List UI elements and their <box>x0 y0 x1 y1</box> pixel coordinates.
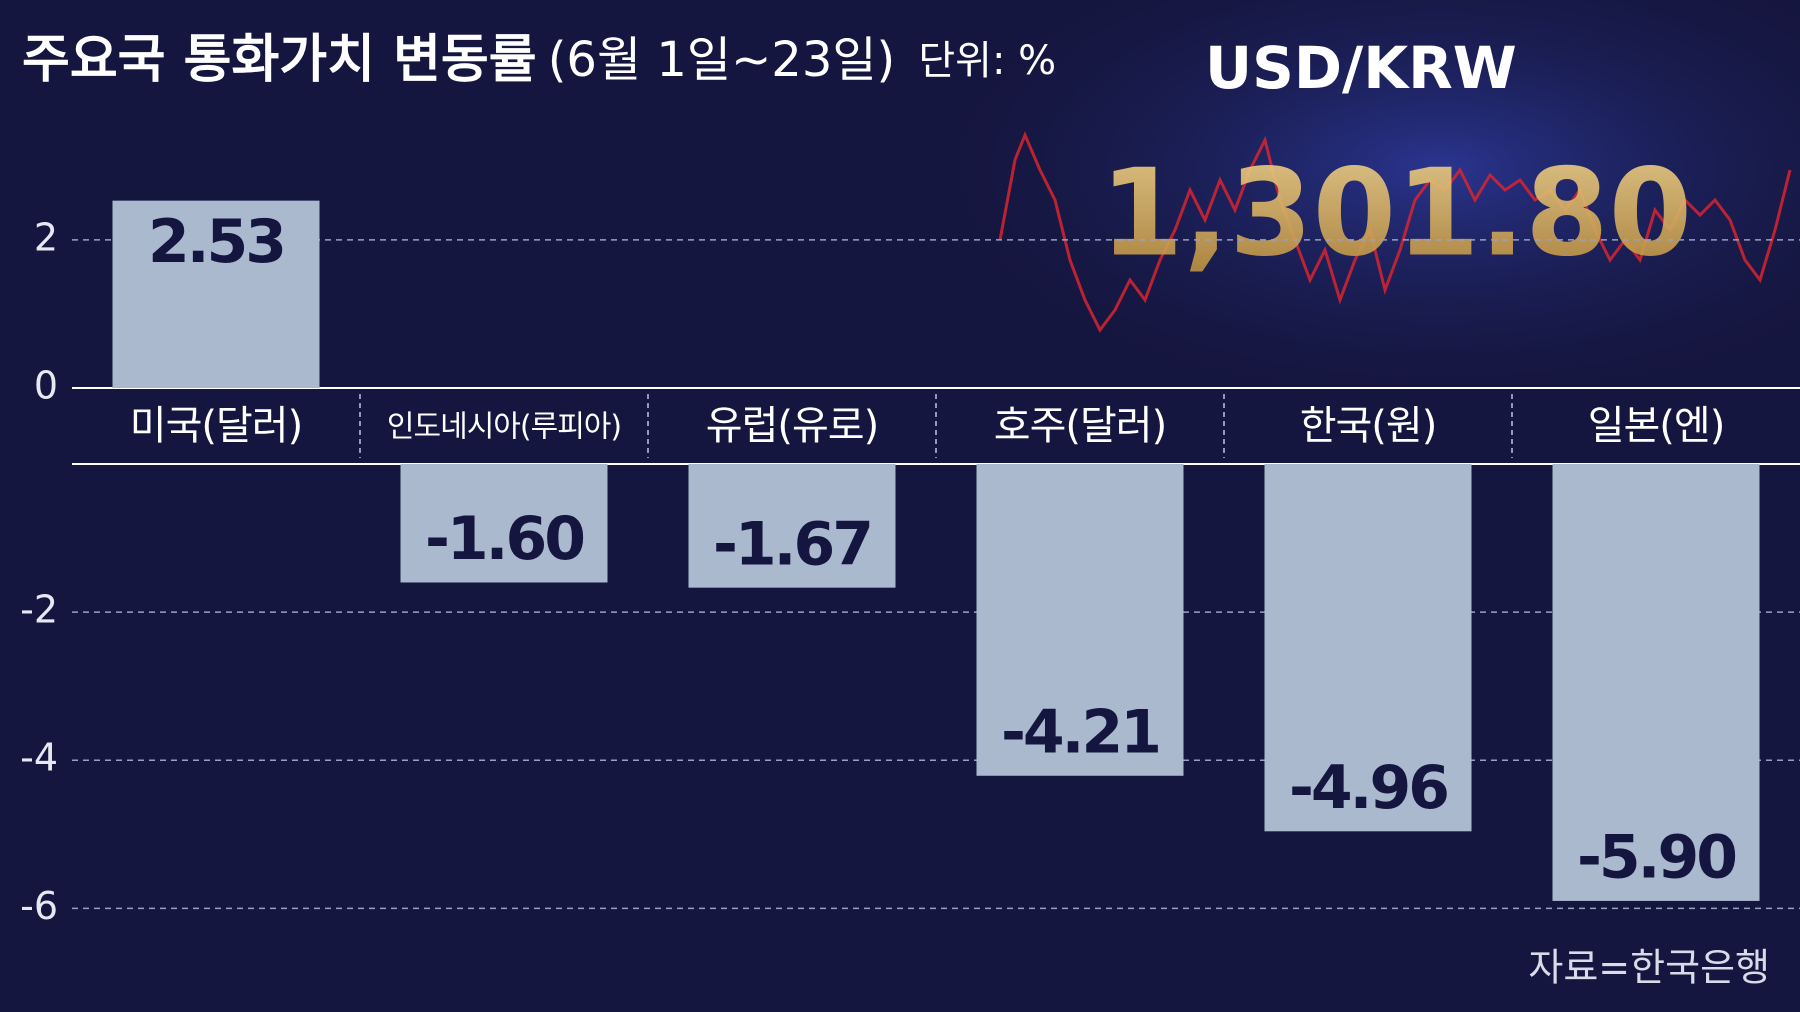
background-rate: 1,301.80 <box>1100 145 1692 284</box>
value-label: -4.96 <box>1289 753 1447 823</box>
background-glow <box>900 0 1800 420</box>
value-label: -5.90 <box>1577 823 1735 893</box>
y-tick-label: -2 <box>20 588 58 632</box>
unit-label: 단위: % <box>918 38 1056 84</box>
chart-title-group: 주요국 통화가치 변동률 (6월 1일~23일) 단위: % <box>22 30 1056 90</box>
chart-title: 주요국 통화가치 변동률 <box>22 30 537 90</box>
bar <box>1264 464 1472 832</box>
background-label: USD/KRW <box>1205 34 1517 102</box>
y-tick-label: -4 <box>20 736 58 780</box>
bar <box>1552 464 1760 901</box>
y-tick-label: 2 <box>34 215 58 259</box>
x-tick-label: 호주(달러) <box>994 403 1166 449</box>
value-label: -1.67 <box>713 509 871 579</box>
y-tick-label: -6 <box>20 884 58 928</box>
y-tick-label: 0 <box>34 364 58 408</box>
value-label: 2.53 <box>148 207 284 277</box>
value-label: -1.60 <box>425 504 583 574</box>
source: 자료=한국은행 <box>1528 946 1770 990</box>
x-tick-label: 인도네시아(루피아) <box>387 410 621 445</box>
bar <box>112 200 320 388</box>
bar <box>400 464 608 583</box>
value-label: -4.21 <box>1001 697 1159 767</box>
x-tick-label: 미국(달러) <box>130 403 302 449</box>
chart-subtitle: (6월 1일~23일) <box>548 32 896 88</box>
x-tick-label: 한국(원) <box>1300 403 1437 449</box>
bar <box>688 464 896 588</box>
bar <box>976 464 1184 776</box>
x-tick-label: 유럽(유로) <box>706 403 878 449</box>
x-tick-label: 일본(엔) <box>1588 403 1725 449</box>
background-line <box>998 131 1792 333</box>
